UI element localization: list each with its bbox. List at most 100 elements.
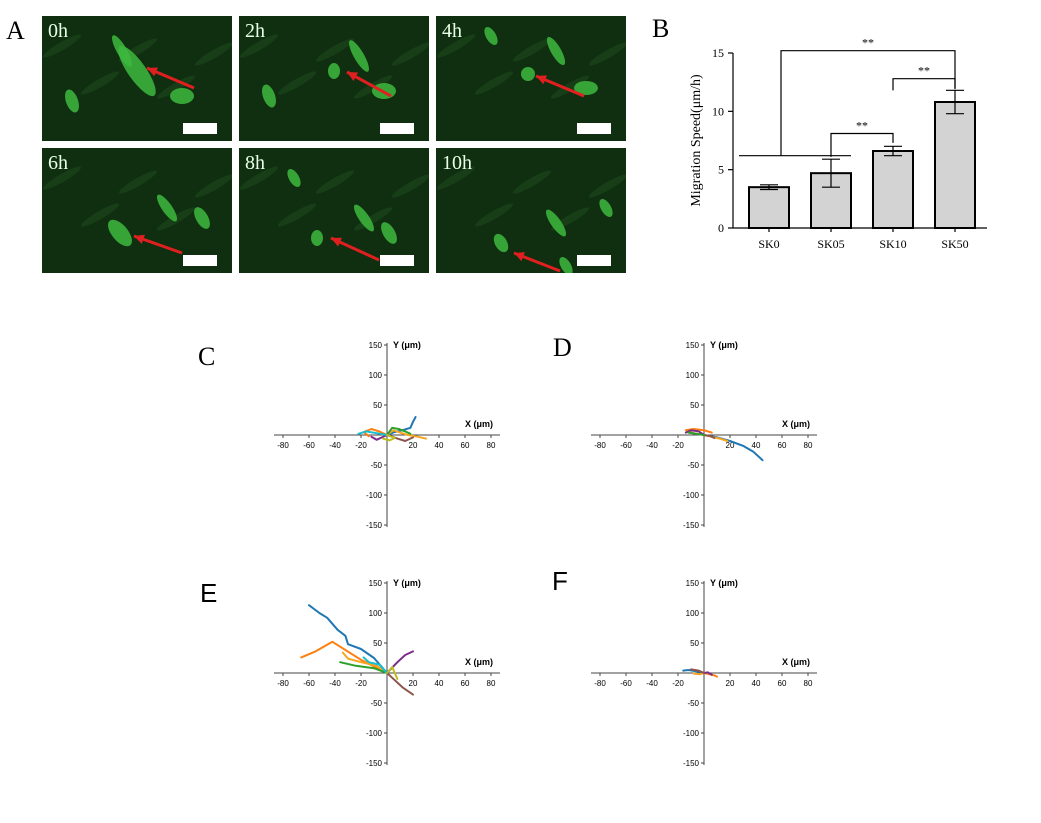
- cell-track: [339, 661, 388, 674]
- x-tick-label: -20: [672, 679, 684, 688]
- trajectory-plot-f: -80 -60 -40 -20 20 40 60 80 150 100 50 -50 -100 -150 Y…: [591, 578, 817, 768]
- background-streak: [391, 42, 429, 66]
- x-tick-label: -80: [277, 679, 289, 688]
- arrow-head: [347, 72, 358, 81]
- y-tick-label: 100: [369, 609, 383, 618]
- trajectory-plot-e: -80 -60 -40 -20 20 40 60 80 150 100 50 -50 -100 -150 Y…: [274, 578, 500, 768]
- cell: [287, 168, 301, 188]
- cell: [599, 198, 613, 218]
- background-streak: [239, 34, 279, 58]
- panel-label-f: F: [552, 566, 568, 596]
- x-axis-label: X (μm): [782, 419, 810, 429]
- x-tick-label: -40: [329, 679, 341, 688]
- x-tick-label: -60: [303, 679, 315, 688]
- x-tick-label: 40: [752, 441, 761, 450]
- background-streak: [42, 34, 82, 58]
- x-tick-label: -80: [594, 441, 606, 450]
- cell: [328, 63, 340, 79]
- x-tick-label: -40: [329, 441, 341, 450]
- cell-track: [386, 672, 414, 696]
- cell: [381, 222, 397, 244]
- fluorescence-image: [42, 16, 232, 141]
- x-tick-label: 60: [778, 441, 787, 450]
- cell: [493, 233, 509, 253]
- microscopy-frame: 8h: [239, 148, 429, 273]
- x-tick-label: -40: [646, 441, 658, 450]
- x-tick-label: 40: [752, 679, 761, 688]
- y-tick-label: -100: [366, 729, 383, 738]
- microscopy-frame: 4h: [436, 16, 626, 141]
- fluorescence-image: [436, 148, 626, 273]
- trajectory-plot-d: -80 -60 -40 -20 20 40 60 80 150 100 50 -50 -100 -150 Y…: [591, 340, 817, 530]
- cell: [545, 209, 567, 237]
- y-tick-label: -150: [366, 521, 383, 530]
- x-tick-label: 60: [778, 679, 787, 688]
- fluorescence-image: [42, 148, 232, 273]
- y-tick-label: -150: [683, 759, 700, 768]
- arrow-head: [514, 252, 525, 262]
- y-tick-label: 150: [369, 341, 383, 350]
- x-tick-label: -40: [646, 679, 658, 688]
- significance-bracket: [780, 50, 956, 156]
- cell: [353, 204, 375, 232]
- y-tick-label: 50: [373, 401, 382, 410]
- y-tick-label: -50: [687, 461, 699, 470]
- scale-bar: [577, 123, 611, 134]
- y-tick-label: -50: [370, 461, 382, 470]
- microscopy-frame: 10h: [436, 148, 626, 273]
- y-tick-label: 50: [690, 639, 699, 648]
- bar: [934, 101, 976, 229]
- x-tick-label: SK0: [758, 237, 779, 251]
- panel-label-b: B: [652, 14, 670, 43]
- bar: [872, 150, 914, 229]
- background-streak: [194, 42, 232, 66]
- fluorescence-image: [436, 16, 626, 141]
- y-tick-label: -100: [366, 491, 383, 500]
- x-tick-label: SK05: [817, 237, 844, 251]
- cell-track: [703, 671, 713, 676]
- background-streak: [315, 38, 355, 62]
- time-label: 6h: [48, 152, 68, 174]
- x-tick-label: 80: [804, 441, 813, 450]
- cell-track: [690, 668, 705, 674]
- microscopy-frame: 6h: [42, 148, 232, 273]
- cell-track: [386, 429, 427, 440]
- x-tick-label: 20: [409, 679, 418, 688]
- cell: [170, 88, 194, 104]
- bar: [748, 186, 790, 230]
- y-tick-label: 10: [712, 104, 724, 118]
- cell: [65, 89, 79, 113]
- time-label: 4h: [442, 20, 462, 42]
- y-axis-label: Y (μm): [710, 578, 738, 588]
- y-axis-label: Y (μm): [710, 340, 738, 350]
- x-tick-label: 80: [487, 679, 496, 688]
- panel-label-e: E: [200, 578, 218, 608]
- x-tick-label: 20: [409, 441, 418, 450]
- cell-track: [362, 428, 388, 438]
- cell: [112, 35, 132, 67]
- y-axis-label: Migration Speed(μm/h): [689, 74, 704, 207]
- cell-track: [382, 434, 396, 442]
- background-streak: [588, 42, 626, 66]
- cell-track: [357, 430, 388, 436]
- y-tick-label: 100: [686, 371, 700, 380]
- x-axis-label: X (μm): [465, 419, 493, 429]
- cell-track: [308, 604, 388, 674]
- y-tick-label: -100: [683, 729, 700, 738]
- x-tick-label: -60: [303, 441, 315, 450]
- y-tick-label: 150: [369, 579, 383, 588]
- y-tick-label: 150: [686, 341, 700, 350]
- panel-label-c: C: [198, 342, 216, 371]
- x-tick-label: -60: [620, 441, 632, 450]
- cell-track: [684, 429, 705, 436]
- significance-label: **: [862, 36, 874, 50]
- y-tick-label: 50: [373, 639, 382, 648]
- x-tick-label: 80: [487, 441, 496, 450]
- y-tick-label: 100: [686, 609, 700, 618]
- background-streak: [512, 170, 552, 194]
- arrow-head: [147, 67, 158, 77]
- background-streak: [239, 166, 279, 190]
- x-axis-label: X (μm): [465, 657, 493, 667]
- background-streak: [436, 166, 476, 190]
- background-streak: [80, 203, 120, 227]
